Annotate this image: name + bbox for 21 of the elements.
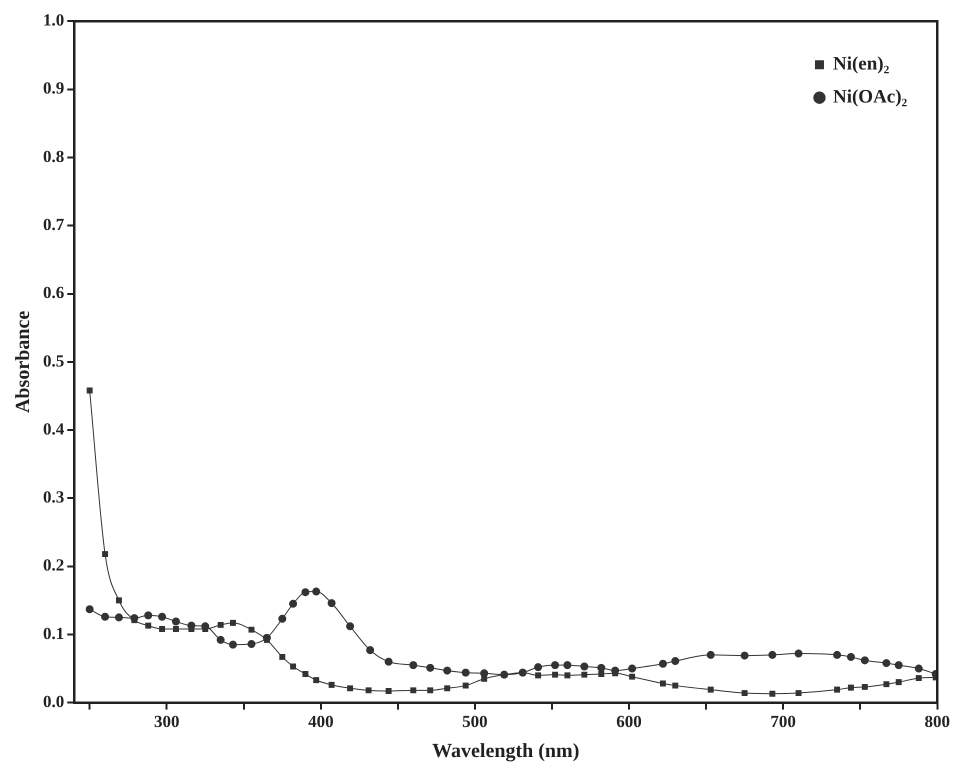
legend-label: Ni(en)₂ xyxy=(832,54,890,75)
y-tick-label: 0.7 xyxy=(43,215,65,234)
y-tick-label: 0.0 xyxy=(43,692,64,711)
y-tick-label: 0.4 xyxy=(43,419,65,438)
y-tick-label: 0.2 xyxy=(43,556,64,575)
x-tick-label: 800 xyxy=(924,712,950,732)
x-tick-label: 500 xyxy=(462,712,488,732)
x-tick-label: 300 xyxy=(154,712,180,732)
x-tick-label: 400 xyxy=(308,712,334,732)
y-tick-label: 0.5 xyxy=(43,351,64,370)
y-tick-label: 0.1 xyxy=(43,624,64,643)
x-tick-label: 600 xyxy=(616,712,642,732)
x-axis-title: Wavelength (nm) xyxy=(432,740,580,762)
y-tick-label: 0.8 xyxy=(43,146,64,166)
y-tick-label: 1.0 xyxy=(43,10,64,30)
y-tick-label: 0.9 xyxy=(43,78,64,98)
y-tick-label: 0.6 xyxy=(43,283,64,302)
y-axis-title: Absorbance xyxy=(12,310,34,414)
x-tick-label: 700 xyxy=(770,712,796,732)
y-tick-label: 0.3 xyxy=(43,488,64,507)
legend-label: Ni(OAc)₂ xyxy=(832,86,908,108)
